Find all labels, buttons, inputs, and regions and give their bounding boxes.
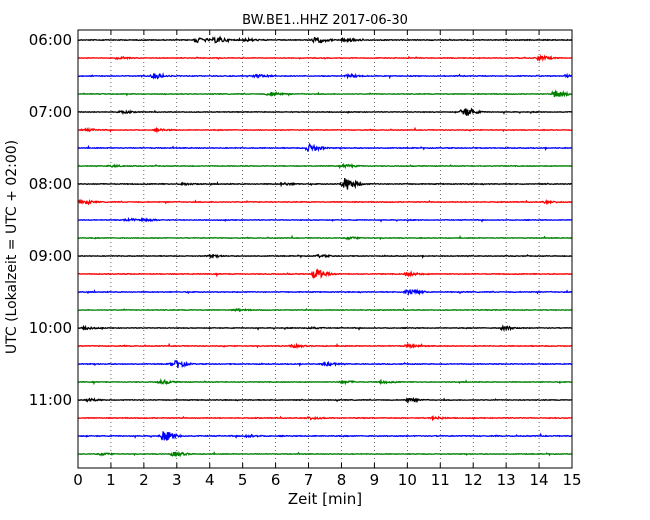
trace-0830 [77, 216, 573, 223]
trace-1000 [77, 324, 573, 332]
x-tick-label: 1 [106, 471, 116, 489]
x-tick-label: 8 [337, 471, 347, 489]
chart-title: BW.BE1..HHZ 2017-06-30 [242, 13, 408, 28]
x-tick-label: 13 [497, 471, 516, 489]
x-tick-label: 14 [530, 471, 549, 489]
x-tick-label: 5 [238, 471, 248, 489]
x-tick-label: 15 [562, 471, 581, 489]
trace-0615 [77, 53, 572, 63]
vertical-grid [110, 30, 540, 468]
plot-frame [77, 29, 573, 469]
x-tick-label: 6 [271, 471, 281, 489]
x-axis-label: Zeit [min] [288, 490, 362, 508]
y-tick-label: 09:00 [29, 247, 72, 265]
trace-0600 [77, 35, 573, 44]
y-tick-label: 08:00 [29, 175, 72, 193]
trace-1115 [77, 414, 572, 422]
x-tick-label: 11 [431, 471, 450, 489]
y-axis-ticks: 06:00 07:00 08:00 09:00 10:00 11:00 [29, 31, 83, 409]
y-axis-label: UTC (Lokalzeit = UTC + 02:00) [4, 140, 20, 354]
trace-0730 [78, 142, 573, 153]
trace-0845 [77, 234, 573, 241]
y-tick-label: 06:00 [29, 31, 72, 49]
x-axis-ticks: 0 1 2 3 4 5 6 7 8 9 10 11 12 13 14 15 [73, 30, 582, 489]
trace-0715 [77, 126, 573, 134]
trace-group [77, 35, 573, 458]
y-tick-label: 10:00 [29, 319, 72, 337]
trace-0700 [77, 107, 573, 116]
trace-0945 [77, 307, 573, 313]
trace-1045 [77, 377, 573, 386]
trace-0915 [77, 268, 573, 280]
x-tick-label: 12 [464, 471, 483, 489]
x-tick-label: 2 [139, 471, 149, 489]
trace-0800 [77, 177, 573, 190]
trace-0745 [77, 162, 573, 170]
x-tick-label: 0 [73, 471, 83, 489]
x-tick-label: 10 [398, 471, 417, 489]
x-tick-label: 3 [172, 471, 182, 489]
x-tick-label: 4 [205, 471, 215, 489]
x-tick-label: 7 [304, 471, 314, 489]
x-tick-label: 9 [370, 471, 380, 489]
y-tick-label: 11:00 [29, 391, 72, 409]
trace-1130 [77, 430, 573, 441]
trace-0815 [77, 198, 573, 206]
y-tick-label: 07:00 [29, 103, 72, 121]
trace-1015 [77, 342, 573, 350]
trace-1100 [77, 396, 573, 404]
trace-0645 [77, 89, 573, 98]
trace-0900 [77, 253, 573, 259]
trace-1145 [77, 450, 573, 458]
trace-0930 [77, 288, 573, 296]
trace-1030 [77, 359, 573, 369]
trace-0630 [77, 72, 573, 80]
